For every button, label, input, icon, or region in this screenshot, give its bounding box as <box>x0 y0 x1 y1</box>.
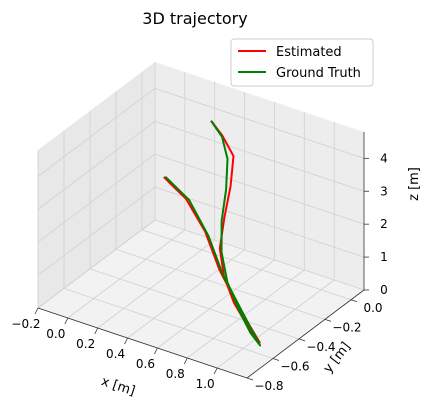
y-tick-label: −0.6 <box>280 359 309 373</box>
x-tick-label: 0.6 <box>136 357 155 371</box>
y-tick-label: −0.8 <box>254 379 283 393</box>
y-tick-mark <box>246 377 254 381</box>
x-axis-line <box>37 307 248 379</box>
x-tick-label: 0.4 <box>106 347 125 361</box>
grid-line-z <box>37 87 365 177</box>
grid-line-z <box>37 120 365 210</box>
z-tick-label: 4 <box>380 151 388 165</box>
legend-box <box>230 38 374 87</box>
z-tick-label: 0 <box>380 283 388 297</box>
y-tick-mark <box>272 358 280 361</box>
series-ground-truth-line <box>164 120 262 347</box>
x-tick-mark <box>124 337 128 345</box>
y-axis-line <box>246 289 365 379</box>
z-tick-label: 1 <box>380 250 388 264</box>
z-tick-label: 3 <box>380 184 388 198</box>
x-tick-label: −0.2 <box>11 317 40 331</box>
floor-pane <box>38 220 364 378</box>
grid-line-z <box>37 153 365 243</box>
z-axis-label: z [m] <box>407 167 422 201</box>
y-tick-mark <box>298 338 306 342</box>
series-layer <box>163 120 262 347</box>
x-axis-label: x [m] <box>99 374 137 399</box>
x-tick-mark <box>213 367 218 375</box>
y-tick-mark <box>350 299 358 303</box>
z-tick-label: 2 <box>380 217 388 231</box>
x-tick-label: 0.2 <box>76 337 95 351</box>
x-tick-mark <box>94 327 99 335</box>
tick-labels: −0.20.00.20.40.60.81.0 −0.8−0.6−0.4−0.20.… <box>11 151 387 393</box>
y-tick-label: −0.4 <box>306 340 335 354</box>
x-tick-label: 0.8 <box>166 367 185 381</box>
legend-label-estimated: Estimated <box>276 45 342 60</box>
legend-label-ground-truth: Ground Truth <box>276 66 361 81</box>
x-tick-mark <box>64 317 69 325</box>
x-tick-label: 0.0 <box>46 327 65 341</box>
y-tick-label: 0.0 <box>363 301 382 315</box>
grid-line-z <box>37 219 365 309</box>
y-tick-mark <box>324 318 332 322</box>
legend: Estimated Ground Truth <box>230 38 374 87</box>
chart-title: 3D trajectory <box>142 9 247 28</box>
x-tick-mark <box>183 357 188 365</box>
grid-line-z <box>37 186 365 276</box>
x-tick-label: 1.0 <box>196 377 215 391</box>
x-tick-mark <box>34 307 39 315</box>
x-tick-mark <box>154 347 158 355</box>
left-wall-pane <box>38 62 155 308</box>
y-tick-label: −0.2 <box>332 320 361 334</box>
